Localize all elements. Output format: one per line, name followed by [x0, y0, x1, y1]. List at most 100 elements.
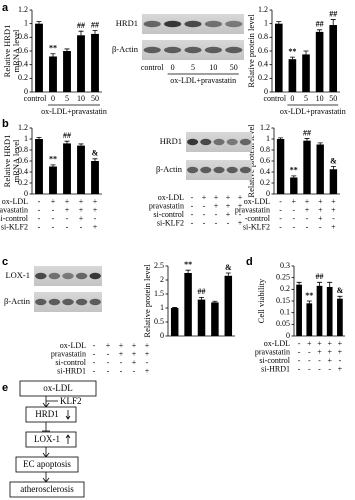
significance-mark: ##: [198, 287, 206, 296]
condition-sign: +: [93, 205, 98, 214]
condition-sign: -: [279, 222, 282, 231]
condition-label: ox-LDL: [158, 193, 184, 202]
error-bar: [199, 296, 204, 300]
condition-sign: +: [65, 197, 70, 206]
blot-band: [75, 272, 88, 280]
bar: [302, 54, 310, 92]
significance-mark: **: [49, 155, 57, 164]
condition-label: -control: [245, 214, 271, 223]
y-tick-label: 0.3: [280, 261, 290, 270]
condition-sign: -: [107, 349, 110, 358]
condition-sign: +: [292, 197, 297, 206]
lane-label: control: [141, 63, 164, 72]
bar: [197, 299, 206, 336]
condition-label: pravastatin: [51, 349, 86, 358]
blot-band: [213, 166, 225, 174]
condition-sign: +: [132, 341, 137, 350]
significance-mark: ##: [91, 20, 99, 29]
condition-label: pravastatin: [149, 201, 184, 210]
node-label: ox-LDL: [43, 383, 73, 393]
error-bar: [212, 300, 218, 303]
condition-sign: +: [93, 222, 98, 231]
condition-sign: -: [203, 201, 206, 210]
bar: [49, 166, 57, 194]
condition-label: pravastatin: [255, 347, 290, 356]
y-tick-label: 0: [286, 331, 290, 340]
blot-strip: [34, 266, 102, 286]
condition-sign: -: [107, 366, 110, 375]
condition-sign: -: [215, 218, 218, 227]
condition-sign: -: [38, 205, 41, 214]
node-label: atherosclerosis: [20, 484, 74, 494]
blot-band: [187, 138, 199, 146]
blot-band: [184, 20, 202, 28]
blot-band: [89, 272, 101, 280]
condition-sign: -: [203, 218, 206, 227]
condition-sign: -: [203, 210, 206, 219]
y-tick-label: 0.2: [260, 178, 270, 187]
y-tick-label: 0.8: [260, 145, 270, 154]
bar: [77, 35, 85, 92]
condition-sign: -: [298, 356, 301, 365]
condition-sign: -: [332, 214, 335, 223]
condition-label: si-control: [55, 358, 86, 367]
bar: [276, 139, 285, 194]
lane-label: 10: [209, 63, 217, 72]
condition-sign: +: [327, 347, 332, 356]
condition-sign: -: [52, 214, 55, 223]
condition-sign: -: [191, 193, 194, 202]
node-label: LOX-1: [34, 434, 60, 444]
y-tick-label: 1: [266, 134, 270, 143]
y-tick-label: 0.8: [18, 32, 28, 41]
bar: [211, 302, 219, 336]
condition-sign: +: [331, 205, 336, 214]
bar: [329, 169, 338, 194]
blot-band: [89, 298, 101, 306]
panel-label: c: [2, 256, 8, 268]
error-bar: [78, 143, 84, 146]
node-box: [25, 431, 77, 448]
condition-sign: -: [319, 222, 322, 231]
bar: [170, 308, 179, 336]
condition-sign: +: [79, 214, 84, 223]
y-tick-label: 0: [160, 331, 164, 340]
condition-sign: -: [66, 222, 69, 231]
pathway-diagram: ox-LDL KLF2 HRD1 LOX-1 EC apoptosis athe…: [9, 380, 97, 498]
blot-band: [200, 138, 212, 146]
condition-sign: -: [120, 366, 123, 375]
condition-sign: -: [339, 356, 342, 365]
bar: [91, 33, 99, 92]
condition-sign: -: [239, 210, 242, 219]
blot-band: [225, 46, 243, 54]
y-tick-label: 1.2: [18, 123, 28, 132]
bar: [91, 161, 99, 194]
error-bar: [296, 281, 302, 285]
error-bar: [64, 140, 70, 144]
x-tick-label: 50: [329, 94, 337, 103]
condition-sign: -: [298, 347, 301, 356]
significance-mark: **: [184, 260, 192, 269]
condition-label: si-HRD1: [261, 364, 290, 373]
error-bar: [78, 30, 84, 36]
y-tick-label: 0.25: [276, 272, 290, 281]
condition-sign: +: [318, 205, 323, 214]
down-indicator: [65, 410, 71, 420]
condition-sign: +: [318, 197, 323, 206]
node-label: EC apoptosis: [23, 459, 71, 469]
significance-mark: &: [92, 149, 99, 158]
bar: [316, 144, 324, 194]
bar: [274, 23, 283, 93]
y-tick-label: 0.4: [18, 59, 28, 68]
condition-label: si-HRD1: [57, 366, 86, 375]
condition-sign: -: [308, 364, 311, 373]
node-box: [9, 481, 85, 498]
blot-band: [239, 138, 251, 146]
lane-label: 0: [171, 63, 175, 72]
condition-sign: -: [52, 205, 55, 214]
blot-band: [226, 138, 238, 146]
error-bar: [50, 164, 56, 167]
condition-sign: -: [107, 358, 110, 367]
lane-label: 5: [191, 63, 195, 72]
condition-sign: -: [38, 197, 41, 206]
error-bar: [36, 136, 42, 139]
